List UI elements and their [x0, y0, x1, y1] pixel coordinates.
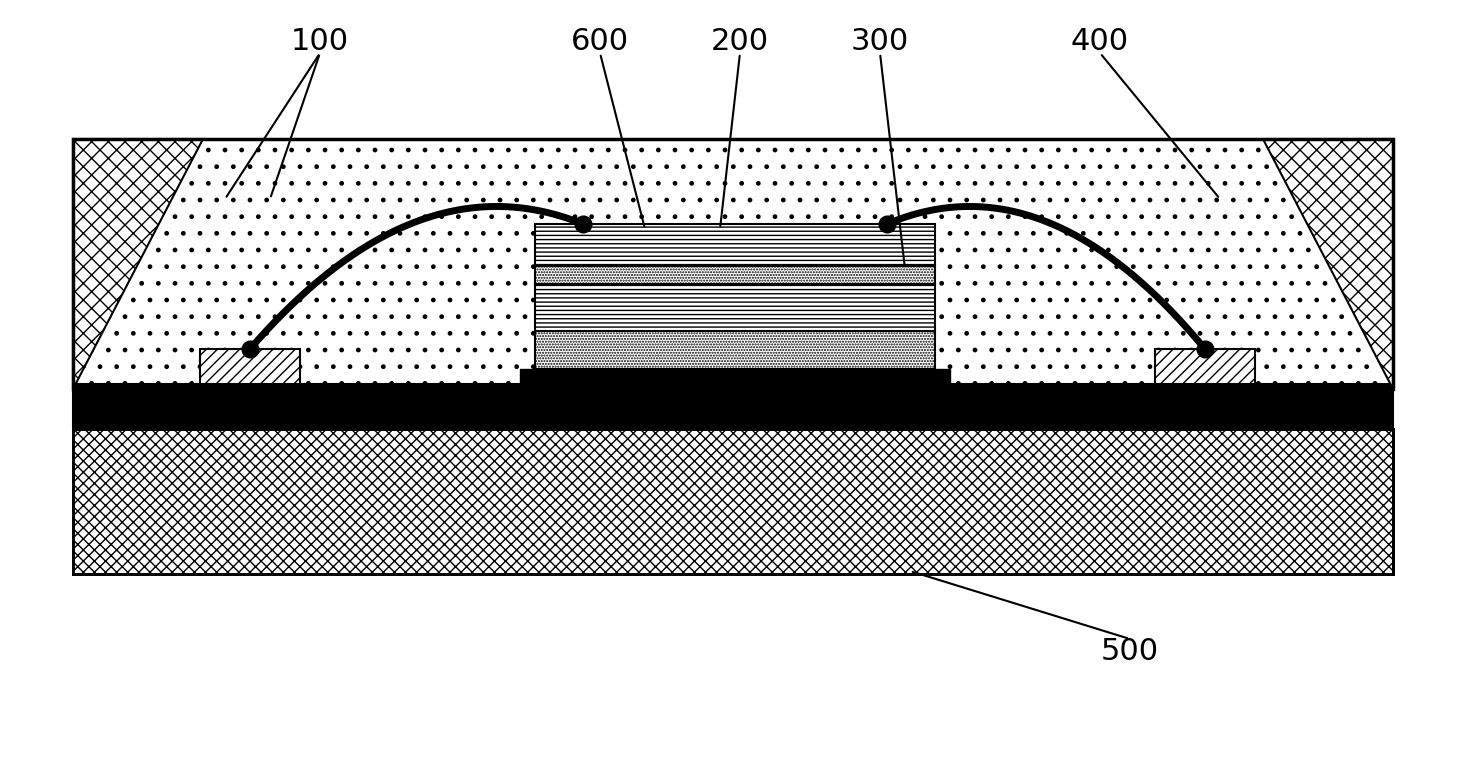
Bar [1250, 384, 1319, 429]
Bar [535, 284, 935, 331]
Bar [73, 429, 1393, 574]
Bar [73, 384, 1393, 429]
Bar [610, 391, 861, 429]
Bar [73, 139, 1393, 389]
Text: 300: 300 [850, 27, 909, 55]
Bar [1155, 349, 1255, 384]
Text: 500: 500 [1101, 637, 1160, 666]
Bar [535, 331, 935, 369]
Text: 100: 100 [290, 27, 349, 55]
Text: 600: 600 [570, 27, 629, 55]
Bar [535, 266, 935, 284]
Bar [199, 349, 301, 384]
Bar [520, 369, 950, 391]
Polygon shape [1264, 139, 1393, 389]
Text: 200: 200 [711, 27, 770, 55]
Text: 400: 400 [1072, 27, 1129, 55]
Bar [139, 384, 210, 429]
Polygon shape [73, 139, 202, 389]
Bar [73, 139, 1393, 389]
Bar [535, 224, 935, 266]
